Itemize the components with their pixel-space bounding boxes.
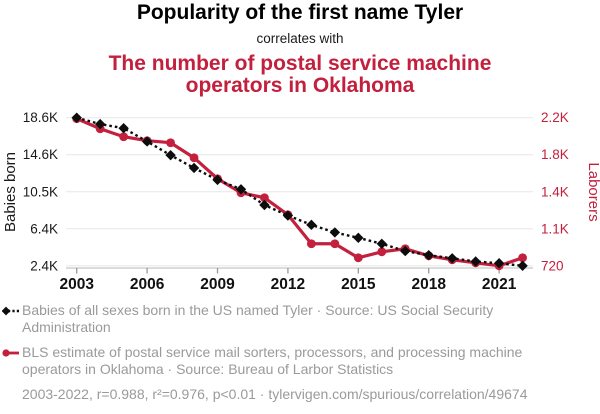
svg-text:1.4K: 1.4K [541,184,569,199]
legend-item-tyler-babies: Babies of all sexes born in the US named… [2,302,578,335]
stats-citation: 2003-2022, r=0.988, r²=0.976, p<0.01 · t… [22,386,528,402]
page-title: Popularity of the first name Tyler [136,1,464,24]
svg-text:2003: 2003 [59,276,94,293]
legend-label-postal-laborers: BLS estimate of postal service mail sort… [22,344,523,377]
svg-text:Babies born: Babies born [2,152,19,232]
correlates-with-label: correlates with [256,31,344,46]
legend: Babies of all sexes born in the US named… [2,302,578,402]
secondary-title: The number of postal service machine ope… [108,52,492,97]
svg-text:720: 720 [541,258,564,273]
svg-text:18.6K: 18.6K [23,110,58,125]
black-diamond-dotted-line-icon [2,306,19,316]
svg-text:1.8K: 1.8K [541,147,569,162]
svg-text:2006: 2006 [130,276,165,293]
svg-text:2.4K: 2.4K [30,258,58,273]
svg-text:2009: 2009 [200,276,235,293]
svg-text:14.6K: 14.6K [23,147,58,162]
svg-text:1.1K: 1.1K [541,221,569,236]
svg-text:2018: 2018 [411,276,446,293]
svg-text:10.5K: 10.5K [23,184,58,199]
correlation-line-chart: 18.6K 2.2K 14.6K 1.8K 10.5K 1.4K 6.4K 1.1K 2.4K 7… [2,110,600,293]
svg-text:2.2K: 2.2K [541,110,569,125]
legend-label-tyler-babies: Babies of all sexes born in the US named… [22,302,494,335]
svg-text:6.4K: 6.4K [30,221,58,236]
header: Popularity of the first name Tyler corre… [0,0,600,97]
legend-item-postal-laborers: BLS estimate of postal service mail sort… [2,344,578,377]
svg-text:2015: 2015 [341,276,376,293]
svg-text:2021: 2021 [482,276,517,293]
svg-text:Laborers: Laborers [585,162,600,221]
red-circle-solid-line-icon [2,349,19,357]
svg-text:2012: 2012 [271,276,305,293]
